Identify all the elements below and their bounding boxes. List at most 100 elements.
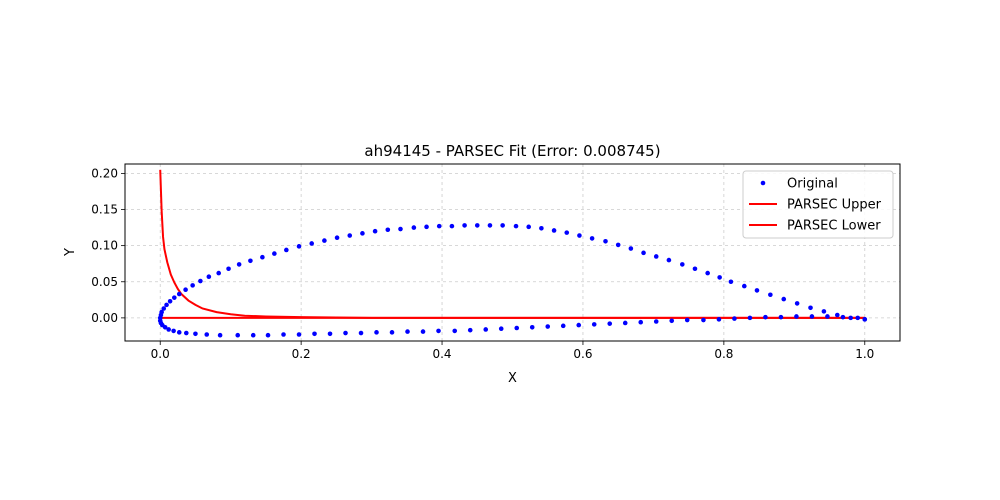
y-tick-label: 0.10 xyxy=(91,239,118,253)
data-point xyxy=(835,312,840,318)
data-point xyxy=(589,236,595,241)
data-point xyxy=(284,247,289,253)
data-point xyxy=(372,228,378,234)
data-point xyxy=(821,309,827,314)
data-point xyxy=(781,296,787,302)
data-point xyxy=(184,330,189,336)
data-point xyxy=(374,330,379,335)
legend-label-1: PARSEC Upper xyxy=(787,198,882,213)
data-point xyxy=(716,317,722,322)
data-point xyxy=(653,254,659,259)
data-point xyxy=(763,314,768,320)
data-point xyxy=(794,314,799,319)
data-point xyxy=(204,332,210,337)
data-point xyxy=(526,224,531,230)
data-point xyxy=(190,283,195,288)
data-point xyxy=(198,278,203,284)
x-tick-label: 0.0 xyxy=(151,347,170,361)
data-point xyxy=(607,321,613,326)
data-point xyxy=(449,223,455,229)
data-point xyxy=(551,228,557,233)
data-point xyxy=(474,223,480,228)
data-point xyxy=(483,327,489,332)
data-point xyxy=(778,314,784,320)
data-point xyxy=(513,223,519,229)
data-point xyxy=(452,328,458,334)
data-point xyxy=(183,287,188,293)
data-point xyxy=(206,274,212,280)
data-point xyxy=(825,314,830,319)
data-point xyxy=(705,270,710,276)
data-point xyxy=(498,326,504,332)
y-tick-label: 0.05 xyxy=(91,275,118,289)
data-point xyxy=(669,318,675,324)
data-point xyxy=(529,324,535,330)
data-point xyxy=(411,225,417,230)
legend-label-2: PARSEC Lower xyxy=(787,219,881,234)
data-point xyxy=(576,322,582,328)
data-point xyxy=(216,270,221,276)
data-point xyxy=(436,328,441,334)
y-axis-ticks: 0.00 0.05 0.10 0.15 0.20 xyxy=(91,166,125,325)
chart-title: ah94145 - PARSEC Fit (Error: 0.008745) xyxy=(364,142,660,160)
data-point xyxy=(862,317,868,322)
data-point xyxy=(162,324,168,330)
x-tick-label: 0.6 xyxy=(573,347,592,361)
data-point xyxy=(250,332,256,338)
y-tick-label: 0.20 xyxy=(91,166,118,180)
data-point xyxy=(343,330,348,336)
data-point xyxy=(653,319,659,324)
data-point xyxy=(701,317,706,323)
data-point xyxy=(680,262,685,267)
data-point xyxy=(360,231,365,236)
x-tick-label: 1.0 xyxy=(855,347,874,361)
data-point xyxy=(500,223,505,228)
data-point xyxy=(405,329,410,334)
data-point xyxy=(235,332,241,338)
data-point xyxy=(487,223,493,228)
data-point xyxy=(855,315,861,321)
legend-label-0: Original xyxy=(787,177,838,192)
data-point xyxy=(560,323,566,329)
data-point xyxy=(236,262,242,267)
data-point xyxy=(217,332,223,338)
data-point xyxy=(747,315,753,321)
data-point xyxy=(848,315,853,321)
series-layer xyxy=(157,169,868,338)
x-axis-ticks: 0.0 0.2 0.4 0.6 0.8 1.0 xyxy=(151,341,874,361)
data-point xyxy=(603,239,608,244)
data-point xyxy=(248,258,253,264)
data-point xyxy=(166,327,171,332)
data-point xyxy=(717,275,722,280)
data-point xyxy=(358,330,364,336)
data-point xyxy=(436,223,442,229)
data-point xyxy=(809,314,815,319)
data-point xyxy=(164,302,169,308)
data-point xyxy=(296,244,302,249)
legend: Original PARSEC Upper PARSEC Lower xyxy=(742,170,894,239)
data-point xyxy=(296,332,302,337)
data-point xyxy=(545,324,551,329)
data-point xyxy=(172,295,177,300)
data-point xyxy=(794,301,800,306)
data-point xyxy=(420,329,426,334)
data-point xyxy=(260,254,265,260)
data-point xyxy=(539,226,544,231)
plot-frame xyxy=(124,163,901,342)
x-tick-label: 0.8 xyxy=(714,347,733,361)
data-point xyxy=(347,233,353,238)
data-point xyxy=(591,322,597,327)
x-tick-label: 0.4 xyxy=(432,347,451,361)
data-point xyxy=(564,230,570,235)
data-point xyxy=(692,266,698,272)
data-point xyxy=(193,331,198,337)
x-axis-label: X xyxy=(508,371,517,386)
data-point xyxy=(171,328,176,334)
data-point xyxy=(754,288,760,293)
data-point xyxy=(167,298,173,304)
data-point xyxy=(334,235,340,240)
data-point xyxy=(265,332,271,338)
data-point xyxy=(161,306,167,311)
